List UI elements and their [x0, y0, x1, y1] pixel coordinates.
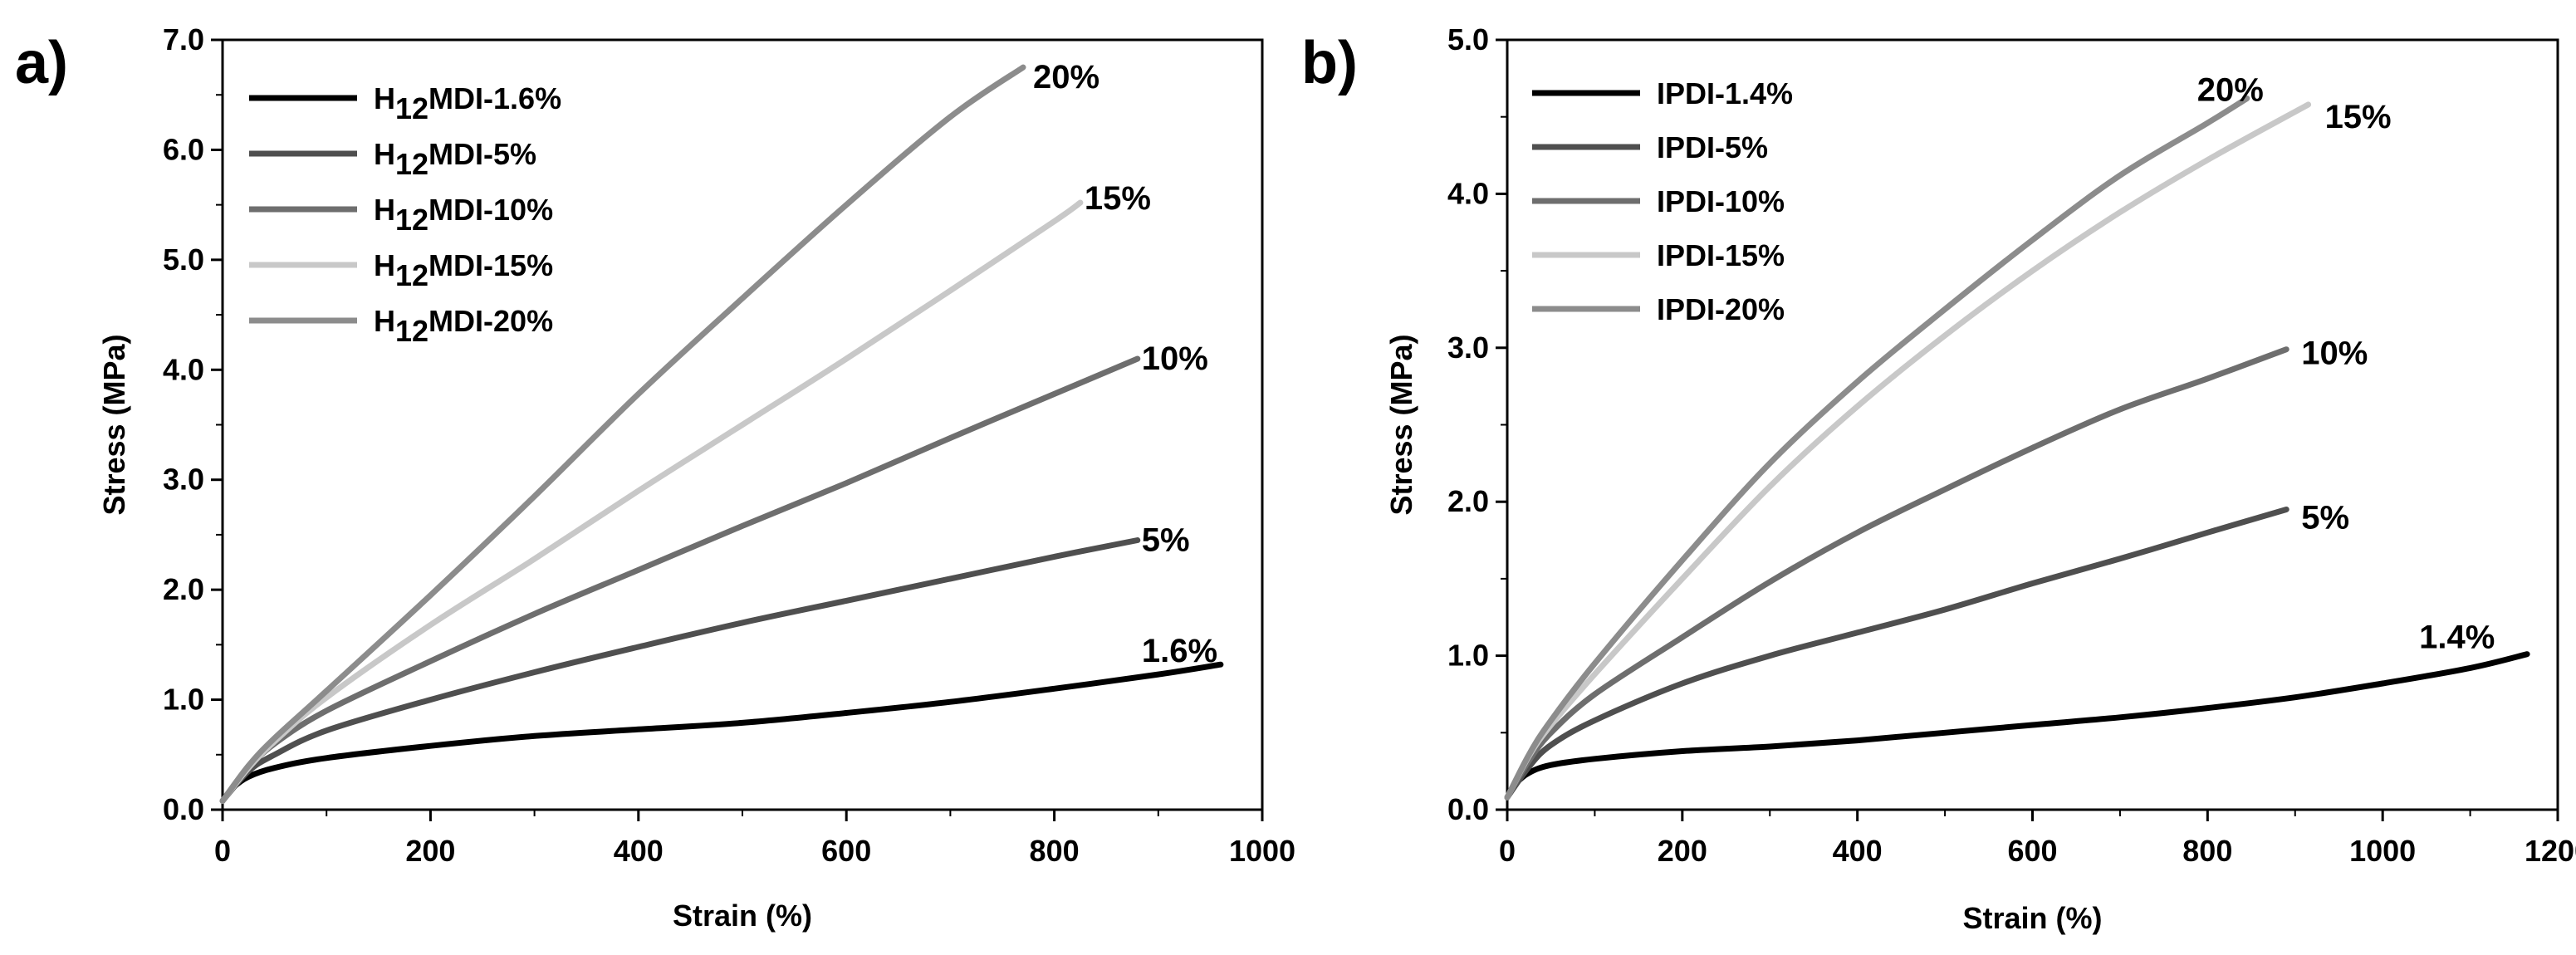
x-tick-label: 800 [1030, 834, 1080, 868]
legend-label-main: IPDI-10% [1657, 184, 1785, 218]
series-end-label: 5% [2301, 499, 2349, 536]
series-end-label: 15% [2325, 99, 2392, 135]
panel-letter: b) [1301, 30, 1358, 96]
series-end-label: 10% [1142, 340, 1208, 377]
series-end-label: 15% [1085, 180, 1151, 217]
series-end-label: 1.4% [2419, 620, 2495, 656]
x-tick-label: 1200 [2525, 834, 2576, 868]
legend-label: IPDI-1.4% [1657, 76, 1793, 110]
chart-panel-b: b) 0.0 1.0 2.0 3.0 4.0 5.0 0 200 400 600 800 1000 120… [1301, 22, 2576, 935]
series-end-label: 1.6% [1142, 633, 1217, 669]
series-end-label: 10% [2301, 335, 2368, 372]
chart-panel-a: a) 0.0 1.0 2.0 3.0 4.0 5.0 6.0 7.0 0 200 400 600 800 1… [15, 22, 1295, 933]
legend-label-main: H [374, 193, 395, 227]
x-tick-label: 0 [1499, 834, 1516, 868]
series-line-ipdi-5- [1504, 507, 2290, 801]
legend-label-rest: MDI-5% [429, 137, 536, 171]
legend-label-main: H [374, 81, 395, 115]
y-tick-label: 4.0 [1447, 176, 1489, 210]
legend-label: IPDI-5% [1657, 130, 1768, 164]
x-tick-label: 400 [614, 834, 664, 868]
legend-label-subscript: 12 [395, 203, 429, 237]
legend-label-subscript: 12 [395, 147, 429, 181]
legend-label-main: H [374, 137, 395, 171]
series-line-h12mdi-1-6- [219, 661, 1224, 804]
legend-label-main: IPDI-15% [1657, 238, 1785, 272]
legend-label: H12MDI-5% [374, 137, 536, 181]
legend-label: H12MDI-1.6% [374, 81, 561, 125]
legend-label: IPDI-20% [1657, 292, 1785, 326]
legend-label-subscript: 12 [395, 314, 429, 348]
legend-label: IPDI-10% [1657, 184, 1785, 218]
series-line-ipdi-1-4- [1504, 651, 2530, 801]
series-line-h12mdi-15- [219, 199, 1084, 804]
y-tick-label: 1.0 [1447, 639, 1489, 673]
series-end-label: 20% [2197, 71, 2264, 108]
y-tick-label: 7.0 [163, 22, 204, 56]
x-tick-label: 1000 [2349, 834, 2416, 868]
y-tick-label: 5.0 [163, 242, 204, 277]
x-tick-label: 0 [214, 834, 231, 868]
x-tick-label: 400 [1833, 834, 1883, 868]
y-axis-title: Stress (MPa) [1384, 334, 1418, 515]
y-tick-label: 2.0 [163, 572, 204, 606]
legend-label-rest: MDI-20% [429, 304, 553, 338]
x-tick-label: 1000 [1229, 834, 1295, 868]
panel-letter: a) [15, 30, 68, 96]
y-tick-label: 2.0 [1447, 484, 1489, 518]
x-axis-title: Strain (%) [1962, 901, 2102, 935]
x-tick-label: 600 [2007, 834, 2057, 868]
legend-label: IPDI-15% [1657, 238, 1785, 272]
x-axis-title: Strain (%) [673, 899, 812, 933]
series-line-ipdi-20- [1504, 96, 2250, 801]
legend-label-rest: MDI-15% [429, 248, 553, 282]
legend: H12MDI-1.6%H12MDI-5%H12MDI-10%H12MDI-15%… [249, 81, 561, 348]
legend-label: H12MDI-15% [374, 248, 553, 292]
legend-label: H12MDI-20% [374, 304, 553, 348]
series-line-ipdi-15- [1504, 101, 2312, 801]
y-tick-label: 4.0 [163, 352, 204, 386]
legend: IPDI-1.4% IPDI-5% IPDI-10% IPDI-15% IPDI-20% [1532, 76, 1793, 326]
legend-label-main: IPDI-1.4% [1657, 76, 1793, 110]
series-line-h12mdi-10- [219, 355, 1141, 804]
series-line-h12mdi-5- [219, 537, 1141, 804]
y-tick-label: 0.0 [1447, 792, 1489, 826]
y-tick-label: 0.0 [163, 792, 204, 826]
x-tick-label: 200 [1658, 834, 1707, 868]
y-tick-label: 3.0 [1447, 331, 1489, 365]
legend-label: H12MDI-10% [374, 193, 553, 237]
legend-label-main: H [374, 248, 395, 282]
legend-label-main: IPDI-5% [1657, 130, 1768, 164]
legend-label-rest: MDI-10% [429, 193, 553, 227]
series-end-label: 20% [1033, 59, 1099, 96]
series-line-ipdi-10- [1504, 346, 2290, 801]
y-tick-label: 5.0 [1447, 22, 1489, 56]
x-tick-label: 800 [2182, 834, 2232, 868]
x-tick-label: 200 [405, 834, 455, 868]
legend-label-rest: MDI-1.6% [429, 81, 561, 115]
legend-label-subscript: 12 [395, 258, 429, 292]
y-axis-title: Stress (MPa) [97, 334, 131, 515]
y-tick-label: 6.0 [163, 132, 204, 166]
legend-label-subscript: 12 [395, 91, 429, 125]
legend-label-main: H [374, 304, 395, 338]
series-line-h12mdi-20- [219, 64, 1026, 804]
series-end-label: 5% [1142, 522, 1190, 559]
y-tick-label: 3.0 [163, 463, 204, 497]
x-tick-label: 600 [821, 834, 871, 868]
y-tick-label: 1.0 [163, 683, 204, 717]
legend-label-main: IPDI-20% [1657, 292, 1785, 326]
